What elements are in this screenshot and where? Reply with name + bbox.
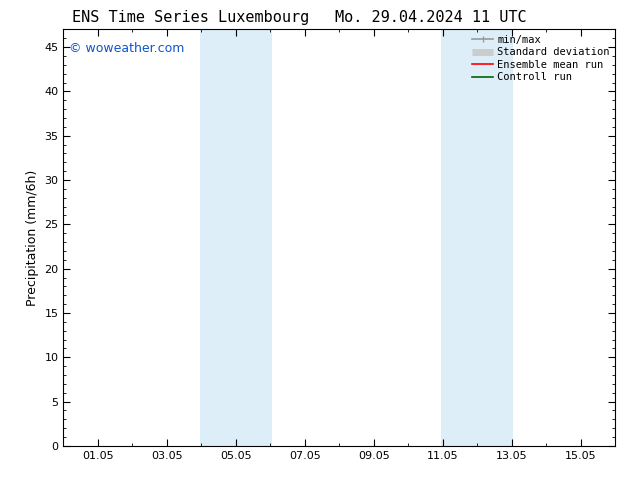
- Text: © woweather.com: © woweather.com: [69, 42, 184, 55]
- Text: Mo. 29.04.2024 11 UTC: Mo. 29.04.2024 11 UTC: [335, 10, 527, 25]
- Text: ENS Time Series Luxembourg: ENS Time Series Luxembourg: [72, 10, 309, 25]
- Y-axis label: Precipitation (mm/6h): Precipitation (mm/6h): [26, 170, 39, 306]
- Legend: min/max, Standard deviation, Ensemble mean run, Controll run: min/max, Standard deviation, Ensemble me…: [470, 32, 612, 84]
- Bar: [200, 29, 272, 446]
- Bar: [441, 29, 514, 446]
